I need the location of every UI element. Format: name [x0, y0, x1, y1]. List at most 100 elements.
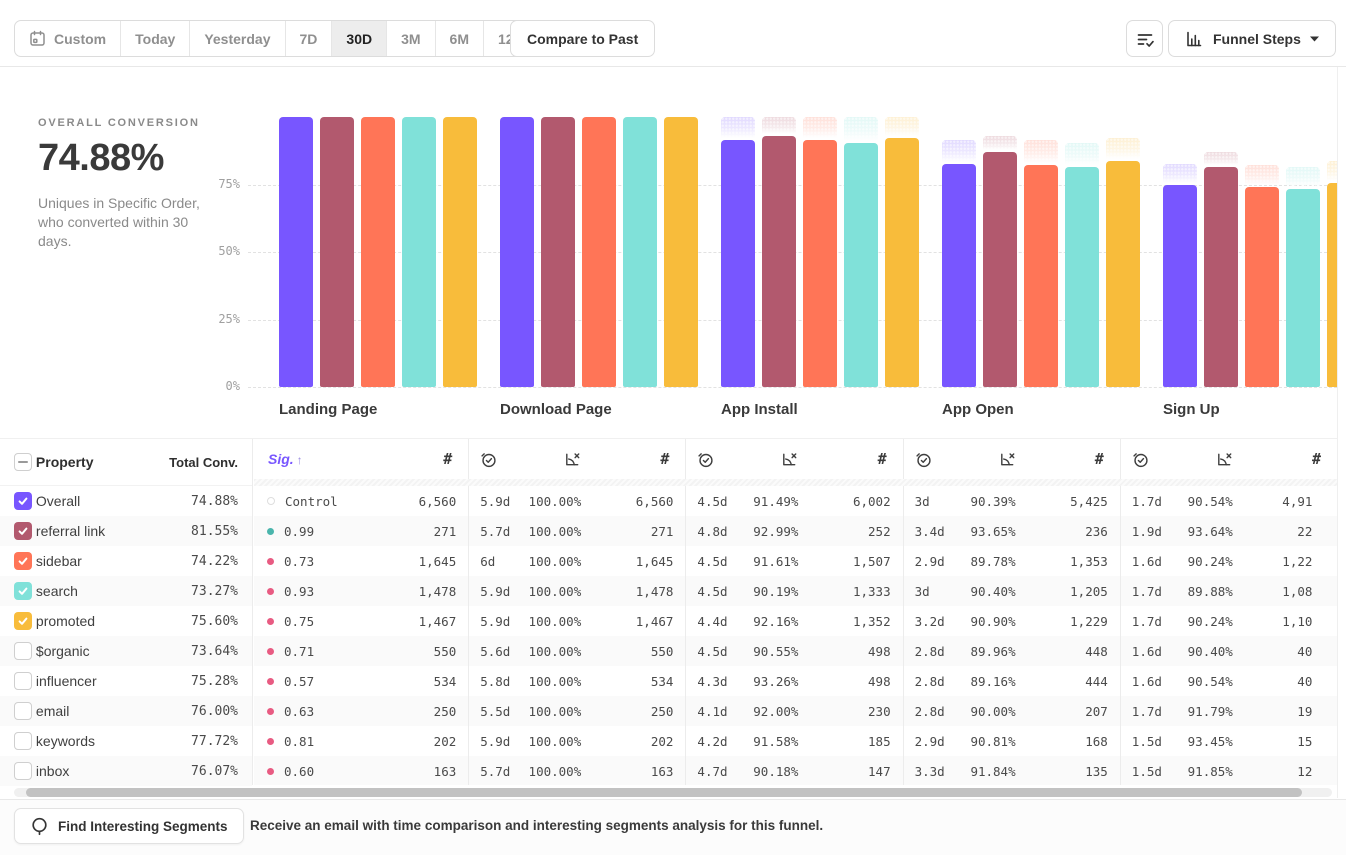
table-row-keywords[interactable]: 0.81 202 5.9d 100.00% 202 4.2d 91.58% 185 2.9d 90… — [254, 726, 1337, 756]
table-row-referral-link[interactable]: 0.99 271 5.7d 100.00% 271 4.8d 92.99% 252 3.4d 93… — [254, 516, 1337, 546]
row-checkbox-email[interactable] — [14, 702, 32, 720]
time-to-convert-icon[interactable] — [686, 451, 734, 468]
step-cells-app-install: 4.3d 93.26% 498 — [685, 666, 902, 696]
table-row-overall[interactable]: Control 6,560 5.9d 100.00% 6,560 4.5d 91.49% 6,… — [254, 486, 1337, 516]
row-checkbox-organic[interactable] — [14, 642, 32, 660]
date-range-3m[interactable]: 3M — [387, 21, 436, 56]
bar-search-app-install[interactable] — [844, 143, 878, 387]
conversion-rate: 91.84% — [970, 763, 1016, 779]
bar-sidebar-landing-page[interactable] — [361, 117, 395, 387]
y-axis-tick: 0% — [225, 379, 240, 393]
property-row-search[interactable]: search 73.27% — [0, 576, 252, 606]
bar-promoted-app-install[interactable] — [885, 138, 919, 387]
date-range-30d[interactable]: 30D — [332, 21, 388, 56]
total-conv-column-header[interactable]: Total Conv. — [169, 454, 239, 470]
count-column-header-download-page[interactable]: # — [581, 450, 685, 469]
date-range-custom[interactable]: Custom — [15, 21, 122, 56]
time-to-convert-icon[interactable] — [469, 451, 517, 468]
bar-promoted-landing-page[interactable] — [443, 117, 477, 387]
date-range-7d[interactable]: 7D — [286, 21, 333, 56]
compare-to-past-button[interactable]: Compare to Past — [510, 20, 656, 57]
conversion-rate: 90.24% — [1187, 553, 1233, 569]
time-to-convert-icon[interactable] — [1121, 451, 1169, 468]
bar-search-landing-page[interactable] — [402, 117, 436, 387]
count-app-install: 1,333 — [852, 583, 891, 599]
count-icon: # — [877, 449, 887, 468]
time-to-convert: 1.5d — [1131, 763, 1162, 779]
property-name: influencer — [35, 673, 97, 689]
count-column-header-sign-up[interactable]: # — [1233, 450, 1337, 469]
funnel-steps-dropdown[interactable]: Funnel Steps — [1168, 20, 1336, 57]
row-checkbox-influencer[interactable] — [14, 672, 32, 690]
row-checkbox-inbox[interactable] — [14, 762, 32, 780]
dropoff-chart-icon[interactable] — [952, 451, 1016, 468]
bar-search-download-page[interactable] — [623, 117, 657, 387]
table-row-promoted[interactable]: 0.75 1,467 5.9d 100.00% 1,467 4.4d 92.16% 1,352… — [254, 606, 1337, 636]
bar-sidebar-download-page[interactable] — [582, 117, 616, 387]
dropoff-chart-icon[interactable] — [734, 451, 798, 468]
select-all-checkbox[interactable] — [14, 453, 32, 471]
sig-value: 0.57 — [284, 673, 315, 689]
table-row-influencer[interactable]: 0.57 534 5.8d 100.00% 534 4.3d 93.26% 498 2.8d 89… — [254, 666, 1337, 696]
sig-dot — [267, 617, 274, 625]
sig-value: 0.71 — [284, 643, 315, 659]
property-row-organic[interactable]: $organic 73.64% — [0, 636, 252, 666]
count-column-header-app-open[interactable]: # — [1016, 450, 1120, 469]
row-checkbox-overall[interactable] — [14, 492, 32, 510]
property-row-sidebar[interactable]: sidebar 74.22% — [0, 546, 252, 576]
bar-overall-sign-up[interactable] — [1163, 184, 1197, 387]
time-to-convert-icon[interactable] — [904, 451, 952, 468]
table-row-sidebar[interactable]: 0.73 1,645 6d 100.00% 1,645 4.5d 91.61% 1,507 2.… — [254, 546, 1337, 576]
count-column-header-landing-page[interactable]: # — [360, 450, 468, 469]
count-column-header-app-install[interactable]: # — [798, 450, 902, 469]
bar-overall-landing-page[interactable] — [279, 117, 313, 387]
property-row-referral-link[interactable]: referral link 81.55% — [0, 516, 252, 546]
table-row-organic[interactable]: 0.71 550 5.6d 100.00% 550 4.5d 90.55% 498 2.8d 89… — [254, 636, 1337, 666]
horizontal-scrollbar-thumb[interactable] — [26, 788, 1302, 797]
bar-promoted-sign-up[interactable] — [1327, 182, 1337, 387]
bar-overall-app-install[interactable] — [721, 139, 755, 387]
bar-sidebar-app-open[interactable] — [1024, 165, 1058, 387]
sig-sort-header[interactable]: Sig. ↑ — [254, 451, 360, 467]
property-column-header[interactable]: Property — [35, 454, 94, 470]
row-checkbox-search[interactable] — [14, 582, 32, 600]
time-to-convert: 1.7d — [1131, 703, 1162, 719]
bar-referral-link-sign-up[interactable] — [1204, 166, 1238, 387]
count-app-open: 1,205 — [1070, 583, 1108, 599]
table-row-inbox[interactable]: 0.60 163 5.7d 100.00% 163 4.7d 90.18% 147 3.3d 91… — [254, 756, 1337, 785]
bar-promoted-app-open[interactable] — [1106, 160, 1140, 387]
date-range-yesterday[interactable]: Yesterday — [190, 21, 286, 56]
bar-referral-link-download-page[interactable] — [541, 117, 575, 387]
property-row-keywords[interactable]: keywords 77.72% — [0, 726, 252, 756]
row-checkbox-promoted[interactable] — [14, 612, 32, 630]
bar-overall-download-page[interactable] — [500, 117, 534, 387]
bar-overall-app-open[interactable] — [942, 163, 976, 387]
find-interesting-segments-button[interactable]: Find Interesting Segments — [14, 808, 244, 844]
bar-sidebar-sign-up[interactable] — [1245, 186, 1279, 387]
bar-referral-link-app-open[interactable] — [983, 151, 1017, 387]
horizontal-scrollbar-track[interactable] — [14, 788, 1332, 797]
bar-search-sign-up[interactable] — [1286, 189, 1320, 387]
row-checkbox-referral-link[interactable] — [14, 522, 32, 540]
row-checkbox-sidebar[interactable] — [14, 552, 32, 570]
bar-search-app-open[interactable] — [1065, 166, 1099, 387]
table-row-search[interactable]: 0.93 1,478 5.9d 100.00% 1,478 4.5d 90.19% 1,333… — [254, 576, 1337, 606]
bar-sidebar-app-install[interactable] — [803, 139, 837, 387]
dropoff-chart-icon[interactable] — [1169, 451, 1233, 468]
bar-promoted-download-page[interactable] — [664, 117, 698, 387]
date-range-6m[interactable]: 6M — [436, 21, 484, 56]
bar-referral-link-landing-page[interactable] — [320, 117, 354, 387]
total-conversion-value: 73.64% — [191, 643, 239, 659]
property-row-influencer[interactable]: influencer 75.28% — [0, 666, 252, 696]
property-row-promoted[interactable]: promoted 75.60% — [0, 606, 252, 636]
property-row-inbox[interactable]: inbox 76.07% — [0, 756, 252, 786]
date-range-today[interactable]: Today — [121, 21, 191, 56]
dropoff-chart-icon[interactable] — [517, 451, 581, 468]
bar-referral-link-app-install[interactable] — [762, 135, 796, 387]
table-row-email[interactable]: 0.63 250 5.5d 100.00% 250 4.1d 92.00% 230 2.8d 90… — [254, 696, 1337, 726]
sig-value: 0.60 — [284, 763, 315, 779]
property-row-email[interactable]: email 76.00% — [0, 696, 252, 726]
row-checkbox-keywords[interactable] — [14, 732, 32, 750]
filter-check-icon-button[interactable] — [1126, 20, 1163, 57]
property-row-overall[interactable]: Overall 74.88% — [0, 486, 252, 516]
